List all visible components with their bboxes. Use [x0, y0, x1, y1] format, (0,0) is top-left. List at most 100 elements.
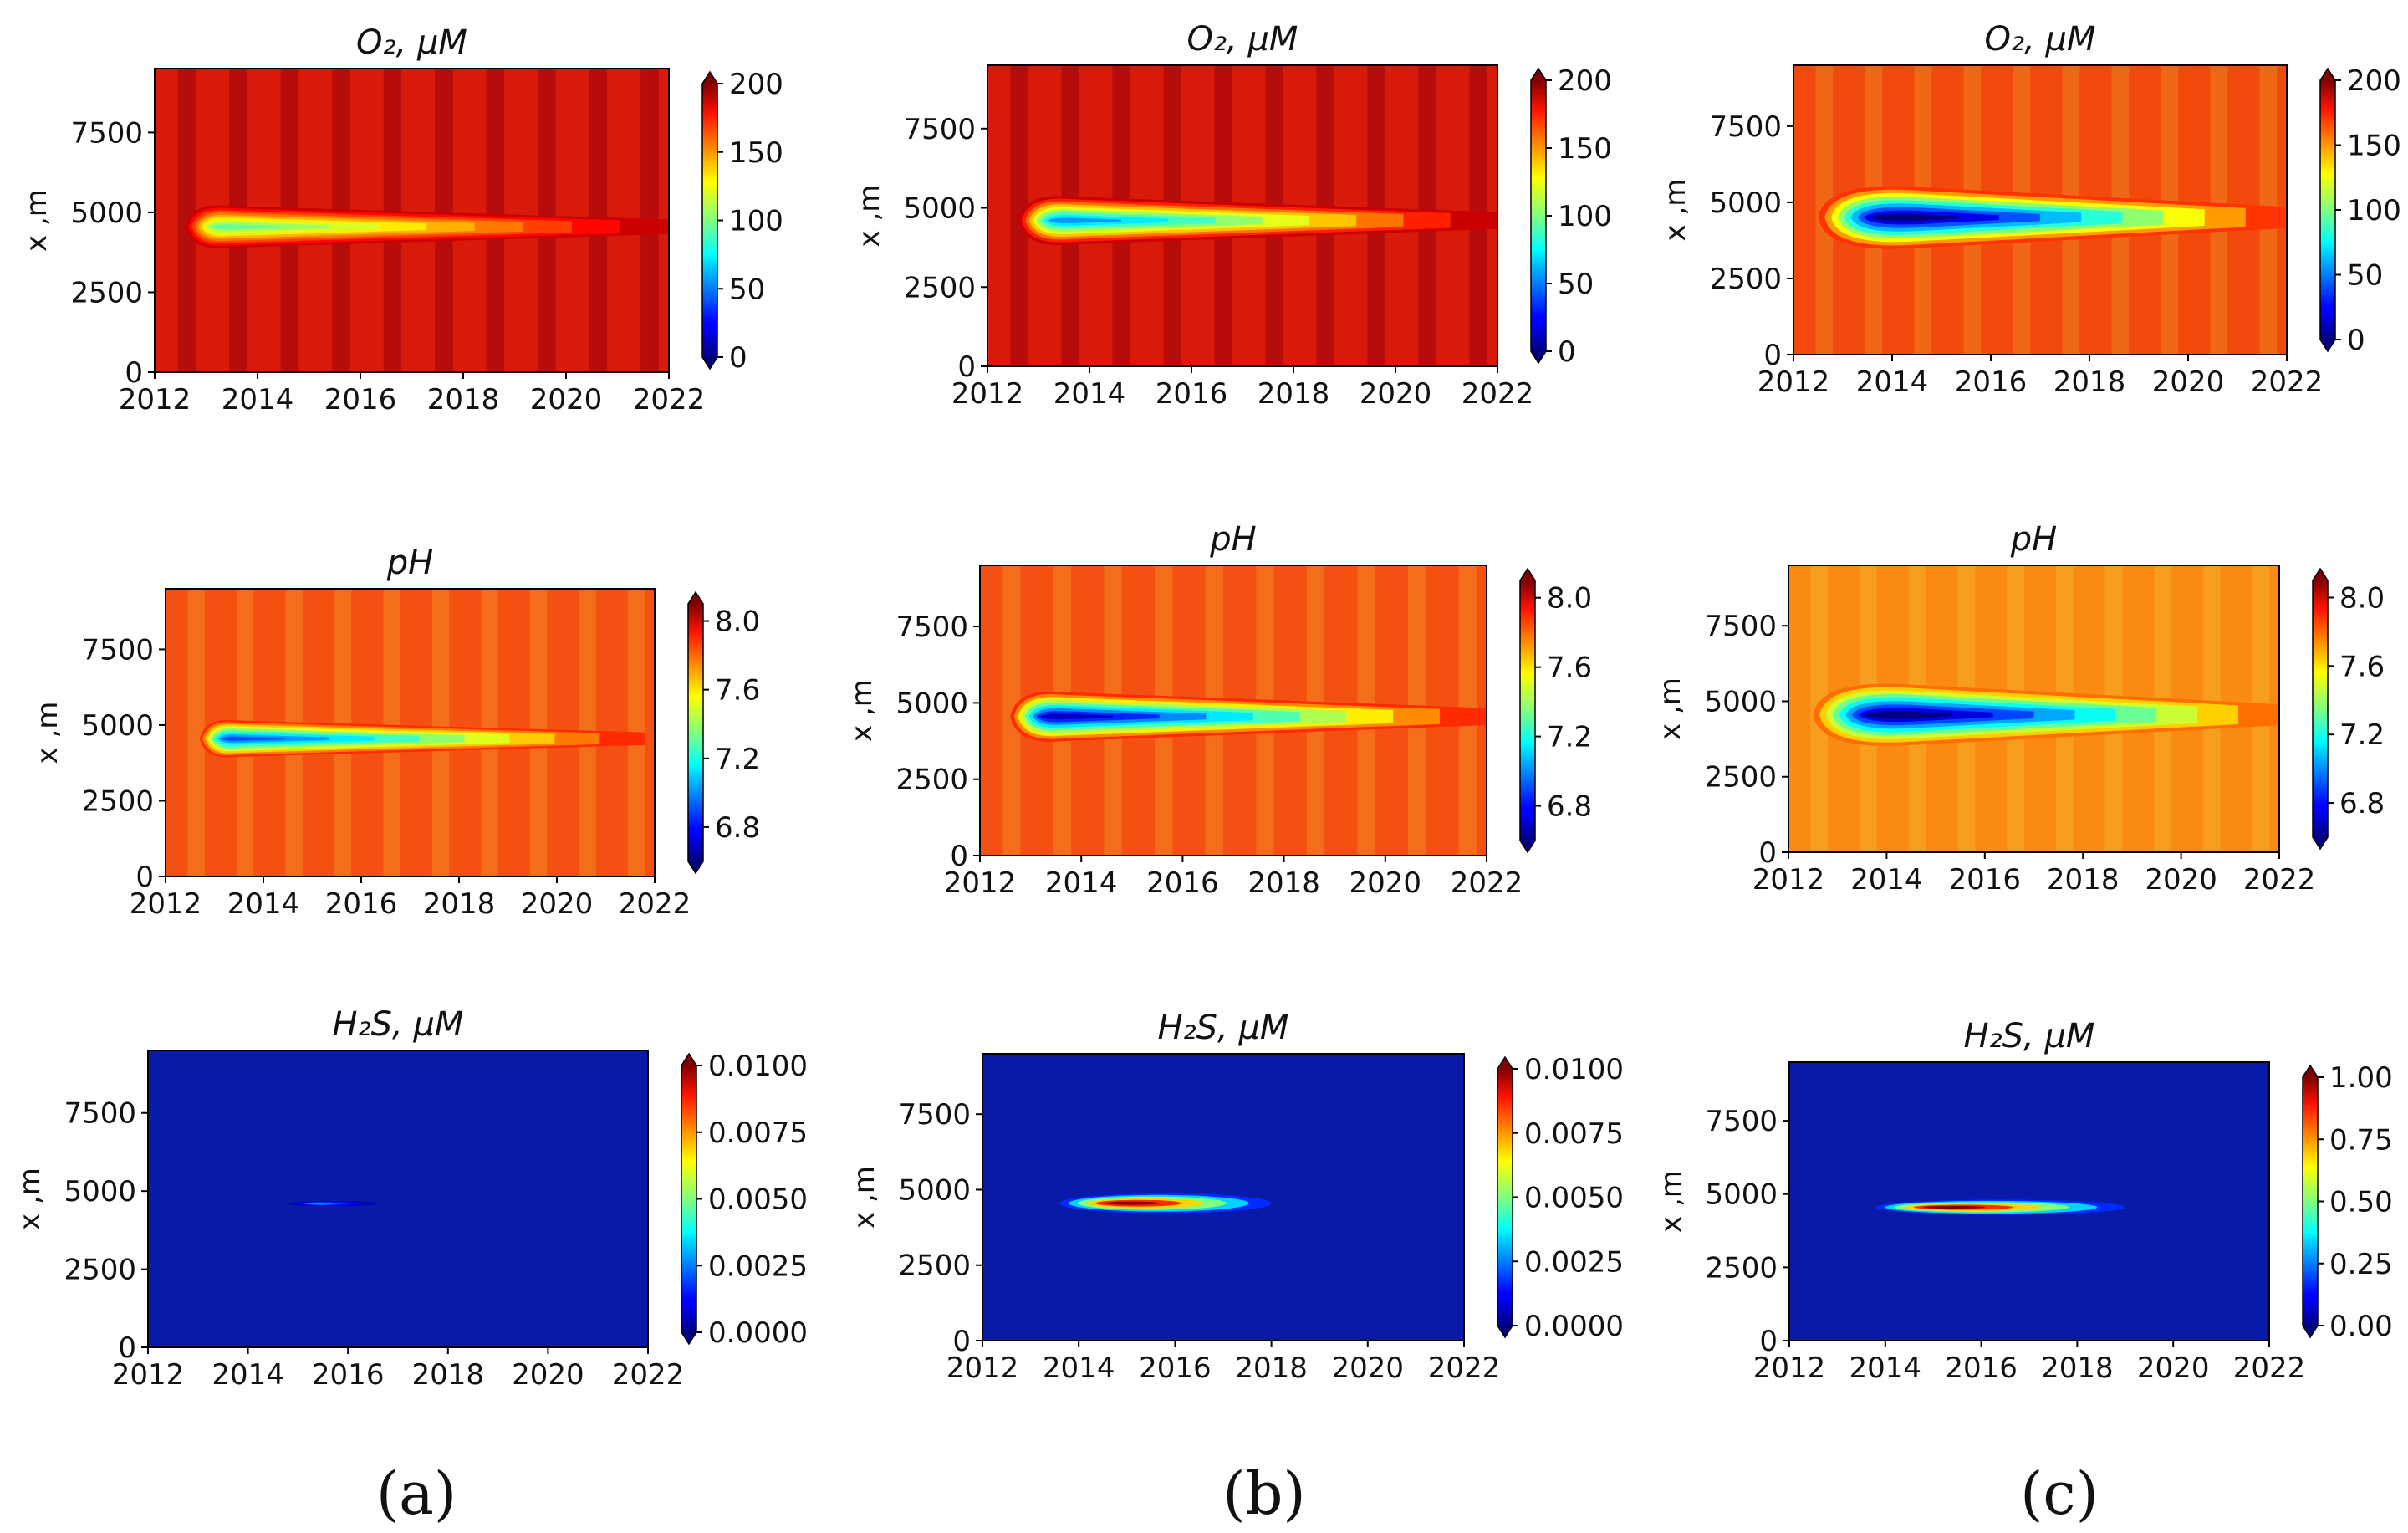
x-tick-label: 2014 [1850, 863, 1923, 897]
x-tick-label: 2014 [1054, 377, 1126, 411]
y-tick-label: 5000 [898, 1173, 971, 1207]
colorbar-tick-label: 8.0 [2339, 581, 2385, 615]
panel-title: pH [2010, 520, 2057, 559]
y-tick-label: 7500 [64, 1097, 136, 1131]
colorbar-extend-top [1497, 1057, 1513, 1069]
y-tick-label: 0 [952, 1325, 971, 1358]
y-tick-label: 7500 [898, 1098, 971, 1132]
h2s-contour [308, 1202, 333, 1205]
x-tick-label: 2014 [1043, 1352, 1115, 1385]
colorbar-tick-label: 0.0075 [708, 1117, 808, 1150]
y-tick-label: 2500 [1709, 263, 1782, 296]
colorbar [1531, 80, 1546, 351]
y-axis-label: x ,m [848, 1166, 881, 1229]
x-tick-label: 2012 [112, 1358, 185, 1392]
y-tick-label: 2500 [81, 784, 154, 818]
y-tick-label: 2500 [1705, 1251, 1778, 1285]
y-tick-label: 0 [1758, 836, 1777, 870]
colorbar-tick-label: 0.0050 [708, 1183, 808, 1217]
x-tick-label: 2016 [1949, 863, 2022, 897]
x-tick-label: 2020 [1349, 866, 1422, 900]
colorbar [2303, 1077, 2318, 1326]
seasonal-stripe [177, 69, 196, 372]
colorbar-tick-label: 7.2 [2339, 718, 2385, 752]
colorbar-tick-label: 7.6 [2339, 650, 2385, 683]
colorbar-extend-top [2313, 569, 2328, 580]
panel-title: H₂S, μM [1964, 1017, 2095, 1055]
colorbar-extend-bottom [2313, 837, 2328, 849]
column-label-c: (c) [2020, 1459, 2099, 1528]
colorbar-tick-label: 7.2 [715, 743, 760, 776]
axes-frame [1788, 565, 2280, 853]
colorbar-extend-bottom [702, 357, 717, 369]
axes-frame [982, 1053, 1465, 1341]
column-labels: (a) (b) (c) [376, 1459, 2099, 1528]
colorbar-tick-label: 150 [1558, 132, 1612, 166]
x-tick-label: 2012 [944, 866, 1017, 900]
x-tick-label: 2022 [633, 383, 706, 416]
x-tick-label: 2016 [1156, 377, 1228, 411]
y-tick-label: 5000 [64, 1175, 136, 1209]
y-tick-label: 2500 [898, 1249, 971, 1283]
chart-c-ph: 2012 2014 2016 2018 2020 2022 0 2500 5000 7500 x ,… [1654, 520, 2385, 897]
y-tick-label: 0 [125, 356, 143, 390]
axes-frame [1788, 1061, 2270, 1341]
colorbar-extend-top [2303, 1065, 2318, 1077]
y-tick-label: 5000 [903, 192, 976, 226]
seasonal-stripe [187, 589, 205, 876]
x-tick-label: 2022 [1451, 866, 1523, 900]
plot-area [982, 1054, 1464, 1341]
y-tick-label: 5000 [81, 709, 154, 743]
colorbar-tick-label: 0.0050 [1524, 1182, 1624, 1215]
chart-c-o2: 2012 2014 2016 2018 2020 2022 0 2500 5000 7500 x ,… [1659, 20, 2401, 399]
x-tick-label: 2016 [325, 887, 398, 921]
column-label-a: (a) [376, 1459, 457, 1528]
y-axis-label: x ,m [845, 679, 879, 742]
colorbar-tick-label: 100 [2347, 194, 2401, 227]
colorbar [2320, 80, 2335, 340]
colorbar-tick-label: 0 [729, 341, 747, 375]
colorbar-extend-bottom [2303, 1326, 2318, 1337]
colorbar-tick-label: 200 [2347, 64, 2401, 98]
seasonal-stripe [1002, 565, 1021, 856]
y-axis-label: x ,m [853, 185, 886, 248]
plot-area [155, 69, 669, 372]
x-tick-label: 2020 [1360, 377, 1432, 411]
x-tick-label: 2022 [612, 1358, 685, 1392]
colorbar-tick-label: 7.6 [715, 674, 760, 708]
seasonal-stripe [1010, 65, 1028, 366]
y-tick-label: 2500 [903, 271, 976, 304]
chart-b-o2: 2012 2014 2016 2018 2020 2022 0 2500 5000 7500 x ,… [853, 20, 1612, 411]
plume-contour [1048, 217, 1121, 223]
colorbar-tick-label: 50 [729, 273, 765, 306]
y-tick-label: 5000 [1704, 685, 1777, 718]
plot-area [1788, 565, 2279, 852]
y-tick-label: 5000 [1705, 1178, 1778, 1212]
y-tick-label: 5000 [1709, 187, 1782, 220]
axes-frame [147, 1050, 649, 1348]
y-tick-label: 0 [950, 840, 968, 873]
panel-title: H₂S, μM [333, 1005, 464, 1044]
column-label-b: (b) [1222, 1459, 1305, 1528]
x-tick-label: 2016 [1945, 1352, 2018, 1385]
colorbar [702, 84, 717, 357]
colorbar [681, 1065, 696, 1332]
y-tick-label: 7500 [70, 116, 143, 150]
x-tick-label: 2012 [130, 887, 202, 921]
colorbar [1520, 580, 1535, 841]
y-tick-label: 2500 [1704, 761, 1777, 795]
x-tick-label: 2020 [2145, 863, 2217, 897]
y-tick-label: 7500 [1709, 110, 1782, 144]
x-tick-label: 2018 [2041, 1352, 2114, 1385]
colorbar-extend-top [1531, 69, 1546, 80]
x-tick-label: 2014 [222, 383, 294, 416]
colorbar-extend-top [681, 1054, 696, 1065]
chart-a-ph: 2012 2014 2016 2018 2020 2022 0 2500 5000 7500 x ,… [31, 544, 760, 921]
panel-title: O₂, μM [1985, 20, 2096, 59]
plot-area [980, 565, 1487, 856]
axes-frame [165, 588, 656, 877]
x-tick-label: 2018 [427, 383, 500, 416]
x-tick-label: 2022 [1428, 1352, 1501, 1385]
colorbar [1497, 1069, 1513, 1326]
